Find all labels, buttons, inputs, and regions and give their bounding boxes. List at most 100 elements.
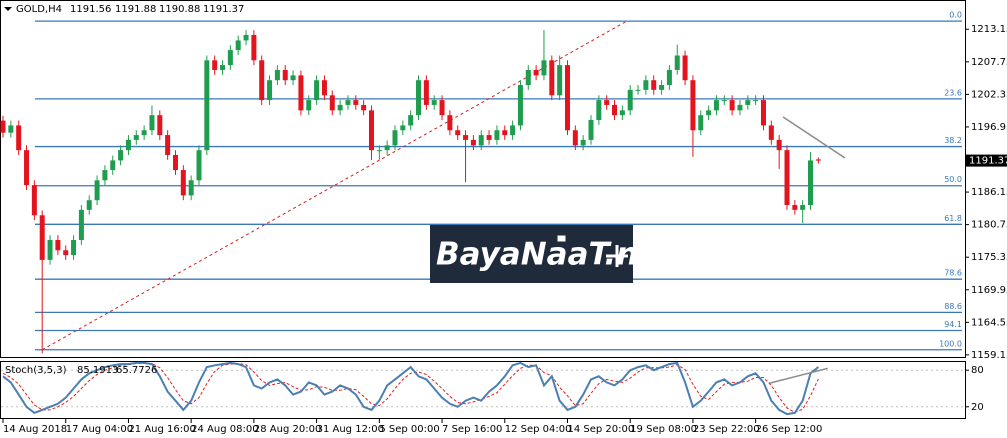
candle-body (486, 135, 492, 140)
candle-body (580, 139, 586, 146)
candle-body (368, 110, 374, 151)
candle-body (251, 34, 257, 61)
trendline (782, 116, 846, 159)
candle-body (502, 130, 508, 136)
candle (784, 145, 790, 210)
candle-body (525, 69, 531, 86)
candle-body (361, 104, 367, 111)
candle-body (721, 100, 727, 102)
y-tick-label: 80 (971, 365, 984, 376)
candle (8, 120, 14, 138)
candle-body (612, 104, 618, 116)
y-tick-label: 1175.35 (971, 252, 1007, 263)
candle-body (690, 80, 696, 131)
last-high: 1191.88 (115, 4, 156, 15)
candle-body (737, 104, 743, 111)
candle (494, 125, 500, 145)
candle (24, 145, 30, 190)
candle-body (760, 100, 766, 126)
y-tick-label: 1196.95 (971, 122, 1007, 133)
x-tick-label: 17 Aug 04:00 (66, 424, 133, 435)
candle (588, 115, 594, 145)
x-tick-label: 31 Aug 12:00 (317, 424, 384, 435)
candle-body (800, 205, 806, 210)
trendline (769, 367, 828, 384)
y-tick-label: 1164.55 (971, 317, 1007, 328)
y-tick-label: 1180.75 (971, 220, 1007, 231)
fib-label: 100.0 (939, 339, 962, 348)
candle (188, 175, 194, 201)
candle (227, 45, 233, 70)
candle-body (517, 85, 523, 126)
candle (760, 95, 766, 131)
candle (596, 95, 602, 125)
candle (408, 110, 414, 131)
candle (141, 125, 147, 140)
candle-body (204, 60, 210, 151)
candle (180, 165, 186, 201)
candle-body (792, 205, 798, 210)
candle (721, 95, 727, 105)
candle (384, 140, 390, 155)
candle (745, 95, 751, 110)
candle (0, 115, 6, 138)
candle (165, 130, 171, 160)
candle-body (63, 250, 69, 256)
candle-body (321, 80, 327, 96)
candle-body (659, 85, 665, 90)
candle (564, 60, 570, 136)
candle (400, 120, 406, 136)
candle (47, 235, 53, 265)
last-low: 1190.88 (159, 4, 200, 15)
fib-label: 78.6 (944, 269, 962, 278)
candle-body (729, 100, 735, 111)
candle (431, 95, 437, 110)
candle-body (619, 110, 625, 116)
watermark-box: BayaNaaT.ne (430, 225, 659, 283)
candle-body (643, 80, 649, 90)
x-tick-label: 24 Aug 08:00 (191, 424, 258, 435)
candle-body (165, 135, 171, 155)
candle-body (627, 89, 633, 111)
candle (643, 75, 649, 95)
candle (478, 130, 484, 151)
candle-body (353, 100, 359, 105)
header-arrow (4, 7, 12, 11)
candle-body (47, 240, 53, 260)
candle-body (698, 115, 704, 131)
candle-body (808, 160, 814, 206)
candle (298, 70, 304, 116)
candle (235, 35, 241, 55)
candle (651, 75, 657, 95)
candle-body (157, 115, 163, 136)
x-tick-label: 5 Sep 00:00 (379, 424, 439, 435)
candle (557, 55, 563, 101)
candle (792, 200, 798, 215)
candle-body (306, 100, 312, 111)
watermark-flag (556, 234, 567, 243)
candle-body (141, 130, 147, 136)
candle-body (753, 100, 759, 102)
candle (212, 55, 218, 75)
fib-label: 38.2 (944, 136, 962, 145)
fib-label: 61.8 (944, 214, 962, 223)
candle (274, 65, 280, 86)
candle-body (337, 104, 343, 111)
candle-body (274, 69, 280, 81)
candle-body (706, 110, 712, 116)
x-tick-label: 14 Sep 20:00 (567, 424, 634, 435)
candle (682, 50, 688, 86)
candle-body (815, 159, 821, 161)
stoch-main-value: 85.1913 (77, 365, 118, 376)
candle (39, 210, 45, 354)
candle-body (298, 75, 304, 111)
candle-body (549, 60, 555, 96)
candle (172, 150, 178, 175)
candle-body (212, 60, 218, 70)
fib-label: 50.0 (944, 175, 962, 184)
candle-body (596, 100, 602, 121)
candle (776, 135, 782, 169)
candle (361, 100, 367, 116)
candle (674, 44, 680, 75)
